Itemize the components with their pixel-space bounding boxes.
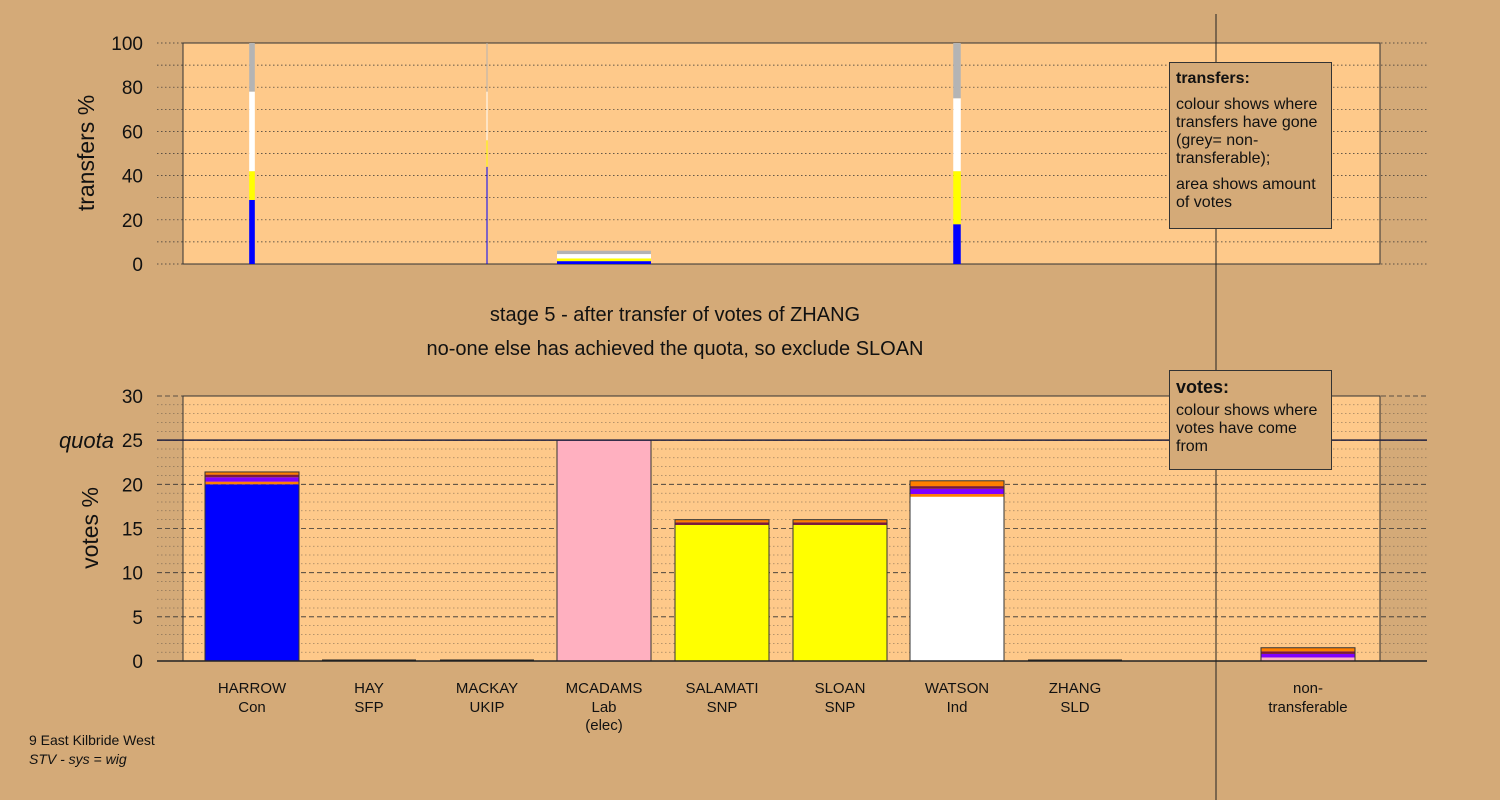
transfers-tick-label: 100 (111, 34, 143, 55)
transfer-bar-segment (557, 254, 651, 259)
candidate-party-label: Ind (947, 699, 968, 716)
candidate-name-label: SLOAN (815, 680, 866, 697)
vote-bar-segment (1261, 653, 1355, 658)
transfer-bar-segment (953, 43, 961, 99)
vote-bar-segment (910, 496, 1004, 661)
votes-tick-label: 20 (122, 475, 143, 496)
transfers-legend-title: transfers: (1176, 70, 1250, 87)
transfers-axis-label: transfers % (73, 95, 99, 211)
vote-bar-segment (675, 522, 769, 525)
vote-bar-segment (793, 522, 887, 525)
candidate-party-label: SNP (707, 699, 738, 716)
candidate-name-label: non- (1293, 680, 1323, 697)
vote-bar-segment (205, 477, 299, 482)
transfer-bar-segment (557, 250, 651, 255)
candidate-party-label: UKIP (469, 699, 504, 716)
vote-bar-segment (205, 471, 299, 475)
candidate-party-label: SLD (1060, 699, 1089, 716)
action-caption: no-one else has achieved the quota, so e… (426, 338, 924, 360)
transfers-tick-label: 80 (122, 78, 143, 99)
transfers-tick-label: 60 (122, 122, 143, 143)
votes-tick-label: 5 (132, 608, 143, 629)
votes-tick-label: 0 (132, 652, 143, 673)
vote-bar-segment (1261, 657, 1355, 661)
vote-bar-segment (793, 519, 887, 523)
transfers-legend-text-2: area shows amount of votes (1176, 176, 1316, 211)
candidate-name-label: HARROW (218, 680, 287, 697)
candidate-party-label: SNP (825, 699, 856, 716)
votes-tick-label: 10 (122, 564, 143, 585)
candidate-party-label: transferable (1268, 699, 1347, 716)
votes-legend: votes: colour shows where votes have com… (1169, 370, 1332, 470)
candidate-party-label: SFP (354, 699, 383, 716)
candidate-note-label: (elec) (585, 717, 623, 734)
footer-constituency: 9 East Kilbride West (29, 732, 155, 748)
vote-bar-segment (1261, 647, 1355, 652)
candidate-name-label: ZHANG (1049, 680, 1102, 697)
votes-tick-label: 30 (122, 387, 143, 408)
transfers-legend-text-1: colour shows where transfers have gone (… (1176, 96, 1318, 167)
transfer-bar-segment (486, 140, 488, 167)
transfer-bar-segment (249, 91, 255, 172)
transfer-bar-segment (557, 261, 651, 264)
vote-bar-segment (910, 480, 1004, 487)
vote-bar-segment (675, 519, 769, 523)
votes-legend-text: colour shows where votes have come from (1176, 402, 1318, 455)
vote-bar-segment (205, 474, 299, 478)
candidate-name-label: HAY (354, 680, 384, 697)
candidate-party-label: Lab (591, 699, 616, 716)
transfer-bar-segment (249, 199, 255, 264)
candidate-name-label: MACKAY (456, 680, 518, 697)
transfer-bar-segment (557, 258, 651, 262)
transfer-bar-segment (486, 43, 488, 92)
votes-tick-label: 15 (122, 520, 143, 541)
transfer-bar-segment (953, 98, 961, 172)
transfers-tick-label: 20 (122, 211, 143, 232)
transfer-bar-segment (486, 91, 488, 141)
vote-bar-segment (910, 488, 1004, 495)
votes-legend-title: votes: (1176, 377, 1230, 397)
transfer-bar-segment (486, 166, 488, 264)
vote-bar-segment (910, 486, 1004, 489)
votes-axis-label: votes % (77, 487, 103, 569)
candidate-name-label: SALAMATI (685, 680, 758, 697)
footer-system: STV - sys = wig (29, 751, 127, 767)
transfers-tick-label: 40 (122, 167, 143, 188)
candidate-name-label: MCADAMS (566, 680, 643, 697)
vote-bar-segment (675, 524, 769, 661)
transfer-bar-segment (249, 171, 255, 200)
vote-bar-segment (205, 481, 299, 485)
vote-bar-segment (793, 524, 887, 661)
votes-tick-label: 25 (122, 431, 143, 452)
candidate-party-label: Con (238, 699, 266, 716)
vote-bar-segment (910, 494, 1004, 497)
transfers-tick-label: 0 (132, 255, 143, 276)
transfer-bar-segment (953, 224, 961, 264)
transfers-legend: transfers: colour shows where transfers … (1169, 62, 1332, 229)
quota-label: quota (59, 428, 114, 453)
transfer-bar-segment (249, 43, 255, 92)
vote-bar-segment (205, 484, 299, 661)
transfer-bar-segment (953, 171, 961, 225)
vote-bar-segment (1261, 651, 1355, 654)
stage-caption: stage 5 - after transfer of votes of ZHA… (489, 304, 861, 326)
candidate-name-label: WATSON (925, 680, 989, 697)
vote-bar-segment (557, 440, 651, 661)
